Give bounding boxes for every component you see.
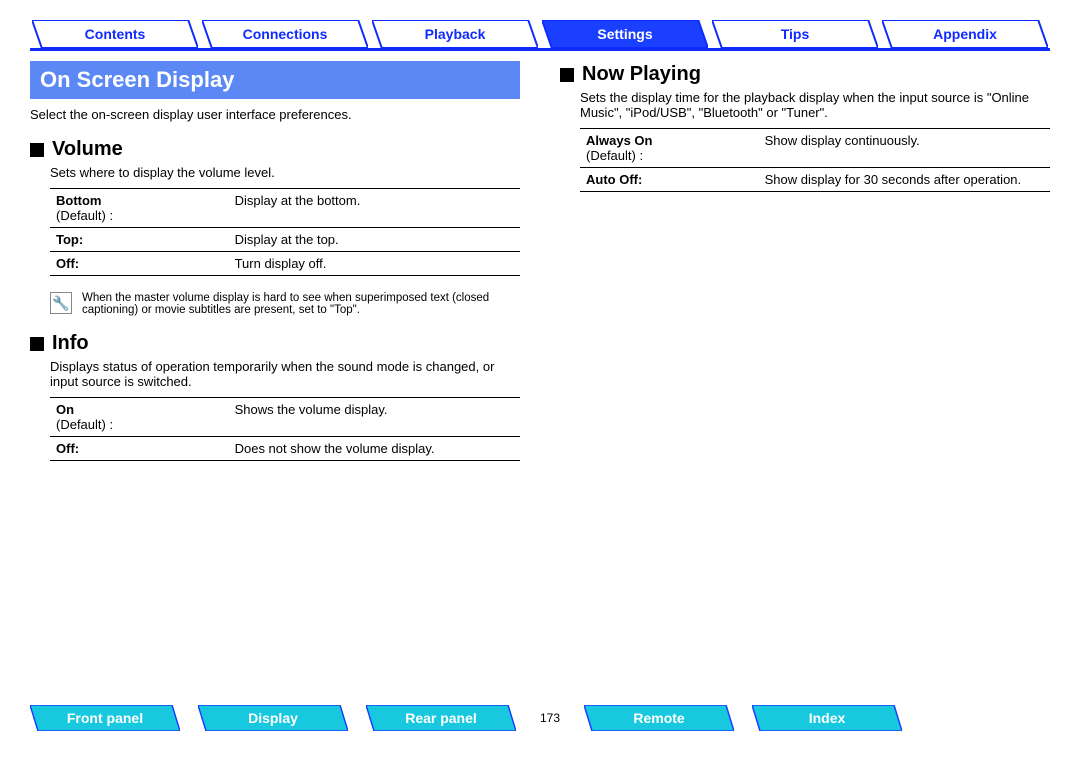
setting-value: Display at the bottom. xyxy=(229,189,520,228)
tab-contents[interactable]: Contents xyxy=(32,20,198,48)
section-desc-nowplaying: Sets the display time for the playback d… xyxy=(580,90,1050,120)
tab-settings[interactable]: Settings xyxy=(542,20,708,48)
setting-value: Display at the top. xyxy=(229,228,520,252)
setting-key: Top: xyxy=(50,228,229,252)
setting-key: Always On(Default) : xyxy=(580,129,759,168)
setting-key: Bottom(Default) : xyxy=(50,189,229,228)
section-title-info: Info xyxy=(30,332,520,355)
bullet-icon xyxy=(30,337,44,351)
table-row: Off:Turn display off. xyxy=(50,252,520,276)
bullet-icon xyxy=(560,68,574,82)
setting-value: Show display continuously. xyxy=(759,129,1050,168)
nav-button-display[interactable]: Display xyxy=(198,705,348,731)
section-title-text: Volume xyxy=(52,138,123,161)
nav-button-front-panel[interactable]: Front panel xyxy=(30,705,180,731)
nav-button-rear-panel[interactable]: Rear panel xyxy=(366,705,516,731)
tab-playback[interactable]: Playback xyxy=(372,20,538,48)
section-desc-info: Displays status of operation temporarily… xyxy=(50,359,520,389)
settings-table-nowplaying: Always On(Default) :Show display continu… xyxy=(580,128,1050,192)
setting-value: Shows the volume display. xyxy=(229,398,520,437)
note-text: When the master volume display is hard t… xyxy=(82,292,520,316)
section-title-nowplaying: Now Playing xyxy=(560,63,1050,86)
table-row: Off:Does not show the volume display. xyxy=(50,437,520,461)
note-row: 🔧 When the master volume display is hard… xyxy=(50,292,520,316)
table-row: On(Default) :Shows the volume display. xyxy=(50,398,520,437)
tab-connections[interactable]: Connections xyxy=(202,20,368,48)
right-column: Now Playing Sets the display time for th… xyxy=(560,61,1050,461)
tab-tips[interactable]: Tips xyxy=(712,20,878,48)
table-row: Auto Off:Show display for 30 seconds aft… xyxy=(580,168,1050,192)
setting-key: Off: xyxy=(50,437,229,461)
setting-key: Off: xyxy=(50,252,229,276)
bullet-icon xyxy=(30,143,44,157)
settings-table-info: On(Default) :Shows the volume display.Of… xyxy=(50,397,520,461)
page-intro: Select the on-screen display user interf… xyxy=(30,107,520,122)
left-column: On Screen Display Select the on-screen d… xyxy=(30,61,520,461)
wrench-icon: 🔧 xyxy=(50,292,72,314)
section-title-text: Now Playing xyxy=(582,63,701,86)
setting-value: Turn display off. xyxy=(229,252,520,276)
section-title-text: Info xyxy=(52,332,89,355)
nav-button-remote[interactable]: Remote xyxy=(584,705,734,731)
setting-value: Does not show the volume display. xyxy=(229,437,520,461)
setting-value: Show display for 30 seconds after operat… xyxy=(759,168,1050,192)
section-desc-volume: Sets where to display the volume level. xyxy=(50,165,520,180)
section-title-volume: Volume xyxy=(30,138,520,161)
table-row: Always On(Default) :Show display continu… xyxy=(580,129,1050,168)
page-main-header: On Screen Display xyxy=(30,61,520,99)
settings-table-volume: Bottom(Default) :Display at the bottom.T… xyxy=(50,188,520,276)
nav-button-index[interactable]: Index xyxy=(752,705,902,731)
tab-appendix[interactable]: Appendix xyxy=(882,20,1048,48)
top-tab-nav: Contents Connections Playback Settings T… xyxy=(30,20,1050,51)
setting-key: Auto Off: xyxy=(580,168,759,192)
page-number: 173 xyxy=(534,711,566,725)
table-row: Top:Display at the top. xyxy=(50,228,520,252)
table-row: Bottom(Default) :Display at the bottom. xyxy=(50,189,520,228)
content-columns: On Screen Display Select the on-screen d… xyxy=(30,61,1050,461)
setting-key: On(Default) : xyxy=(50,398,229,437)
bottom-nav: Front panel Display Rear panel 173 Remote… xyxy=(30,705,1050,731)
